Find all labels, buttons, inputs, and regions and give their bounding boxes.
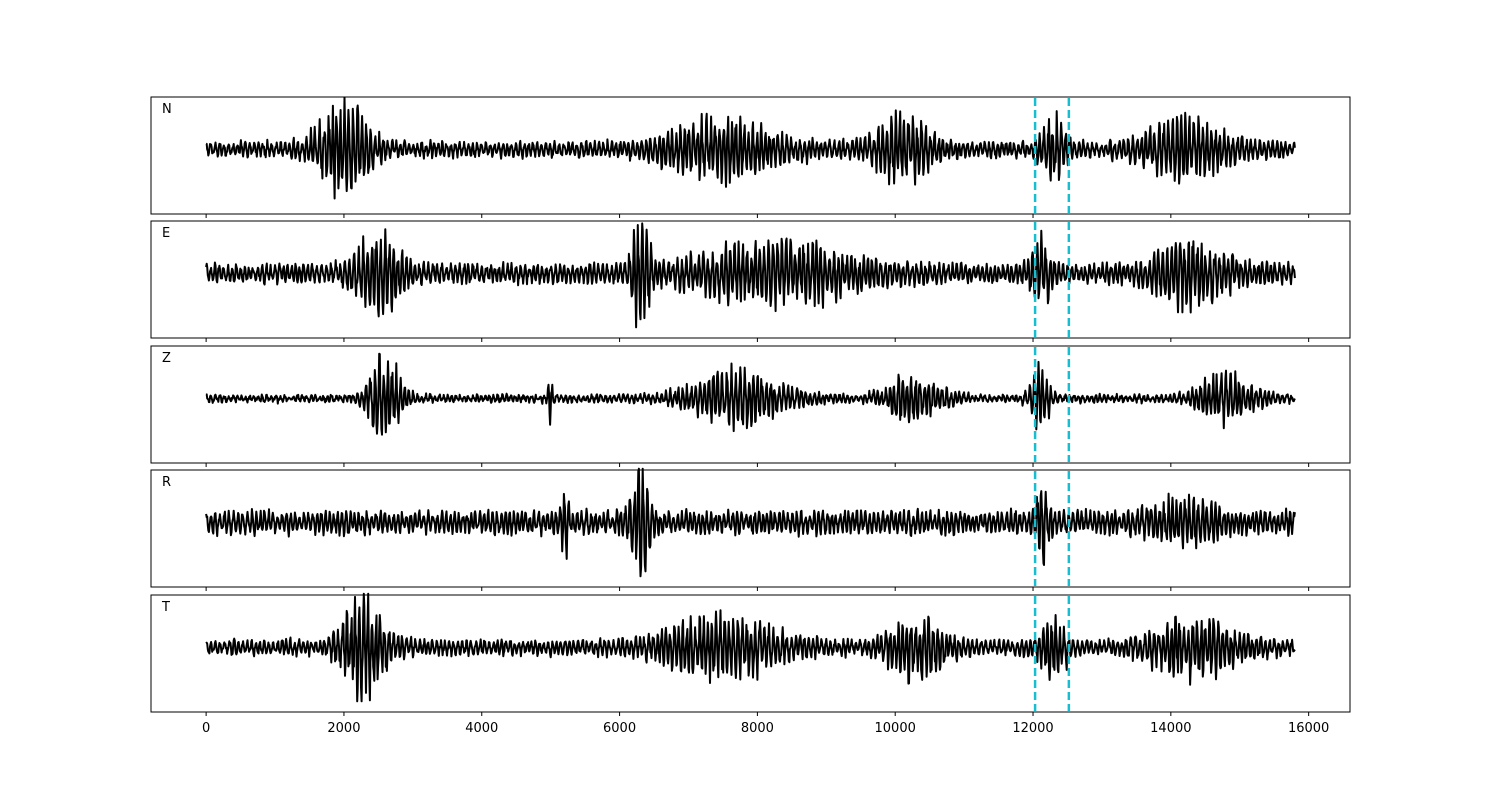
panel-frame — [150, 594, 1351, 713]
x-axis: 0 2000 4000 6000 8000 10000 12000 14000 16000 — [202, 721, 1329, 736]
x-tick-label: 16000 — [1288, 721, 1329, 736]
waveform-trace-n — [205, 96, 1296, 200]
waveform-trace-r — [205, 467, 1296, 578]
panel-z: Z — [150, 345, 1351, 467]
panel-r: R — [150, 467, 1351, 591]
panel-label: T — [161, 600, 170, 615]
x-tick-label: 6000 — [603, 721, 636, 736]
panel-t: T — [150, 592, 1351, 716]
x-tick-label: 10000 — [875, 721, 916, 736]
panel-label: N — [162, 102, 172, 117]
x-tick-label: 0 — [202, 721, 210, 736]
panel-frame — [150, 96, 1351, 215]
panel-frame — [150, 220, 1351, 339]
waveform-panels: N E Z R T — [150, 96, 1351, 716]
panel-label: Z — [162, 351, 171, 366]
panel-label: E — [162, 226, 170, 241]
x-tick-label: 14000 — [1150, 721, 1191, 736]
panel-label: R — [162, 475, 171, 490]
x-tick-label: 2000 — [327, 721, 360, 736]
panel-frame — [150, 345, 1351, 464]
waveform-trace-z — [205, 352, 1296, 436]
waveform-trace-e — [205, 222, 1296, 329]
x-tick-label: 4000 — [465, 721, 498, 736]
panel-n: N — [150, 96, 1351, 218]
panel-frame — [150, 469, 1351, 588]
waveform-trace-t — [205, 592, 1296, 703]
panel-e: E — [150, 220, 1351, 342]
x-tick-label: 8000 — [741, 721, 774, 736]
x-tick-label: 12000 — [1012, 721, 1053, 736]
